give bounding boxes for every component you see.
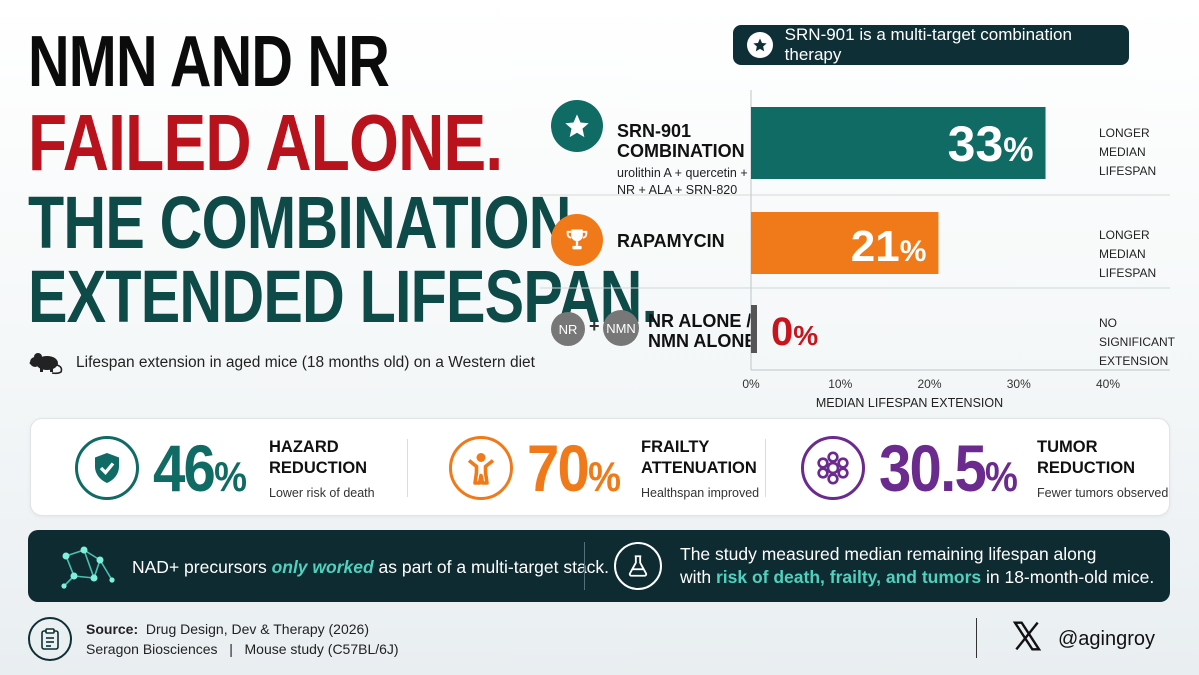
stat-tumor: 30.5% TUMOR REDUCTION Fewer tumors obser… [801, 419, 1168, 517]
callout-text: SRN-901 is a multi-target combination th… [784, 25, 1072, 64]
banner-right-text: The study measured median remaining life… [680, 543, 1154, 589]
stat-hazard-title: HAZARD REDUCTION [269, 437, 368, 477]
x-tick-label: 40% [1096, 377, 1120, 391]
divider [584, 542, 585, 590]
divider [765, 439, 766, 497]
star-icon [551, 100, 603, 152]
shield-check-icon [75, 436, 139, 500]
plus-sign: + [589, 316, 600, 336]
banner-right-line-1: The study measured median remaining life… [680, 544, 1097, 564]
nr-badge: NR [551, 312, 585, 346]
person-icon [449, 436, 513, 500]
callout-pill: SRN-901 is a multi-target combination th… [733, 25, 1129, 65]
row-note-nr-nmn: NO SIGNIFICANT EXTENSION [1099, 316, 1176, 368]
headline-line-2: FAILED ALONE. [28, 98, 503, 187]
x-tick-label: 0% [742, 377, 760, 391]
stat-frailty: 70% FRAILTY ATTENUATION Healthspan impro… [449, 419, 759, 517]
divider [976, 618, 977, 658]
subtitle-text: Lifespan extension in aged mice (18 mont… [76, 354, 535, 371]
separator: | [229, 641, 233, 657]
cells-icon [801, 436, 865, 500]
bar-3 [751, 305, 757, 353]
bar-1 [751, 107, 1046, 179]
x-logo-icon [1010, 620, 1044, 658]
row-label-nr-nmn: NR ALONE / NMN ALONE [648, 311, 757, 351]
x-tick-label: 10% [828, 377, 852, 391]
divider [407, 439, 408, 497]
summary-banner: NAD+ precursors only worked as part of a… [28, 530, 1170, 602]
row-label-rapamycin: RAPAMYCIN [617, 231, 725, 251]
flask-icon [614, 542, 662, 590]
org-text: Seragon Biosciences [86, 641, 218, 657]
row-detail-srn901: urolithin A + quercetin + NR + ALA + SRN… [617, 166, 748, 197]
row-note-rapamycin: LONGER MEDIAN LIFESPAN [1099, 228, 1157, 280]
footer-source: Source: Drug Design, Dev & Therapy (2026… [28, 616, 399, 662]
trophy-icon [551, 214, 603, 266]
stat-hazard: 46% HAZARD REDUCTION Lower risk of death [75, 419, 375, 517]
stat-frailty-title: FRAILTY ATTENUATION [641, 437, 757, 477]
star-icon [747, 32, 773, 58]
x-axis-title: MEDIAN LIFESPAN EXTENSION [816, 396, 1003, 410]
stat-hazard-sub: Lower risk of death [269, 485, 375, 500]
row-label-srn901: SRN-901 COMBINATION urolithin A + querce… [617, 101, 748, 219]
banner-right-line-2: with risk of death, frailty, and tumors … [680, 567, 1155, 587]
headline-line-3: THE COMBINATION [28, 181, 571, 264]
stat-hazard-value: 46% [153, 431, 247, 505]
x-tick-label: 20% [917, 377, 941, 391]
stat-tumor-value: 30.5% [879, 431, 1018, 505]
lifespan-bar-chart: 33% 21% 0% 0% 10% 20% 30% 40% MEDIAN LIFESPAN EX… [540, 90, 1170, 410]
bar-value-label-3: 0% [771, 310, 818, 354]
subtitle: Lifespan extension in aged mice (18 mont… [28, 348, 535, 378]
bar-value-label-2: 21% [851, 222, 927, 271]
clipboard-icon [28, 617, 72, 661]
stat-frailty-sub: Healthspan improved [641, 485, 760, 500]
headline-line-1: NMN AND NR [28, 22, 390, 102]
row-title-srn901: SRN-901 COMBINATION [617, 121, 745, 161]
stat-tumor-title: TUMOR REDUCTION [1037, 437, 1136, 477]
handle-text[interactable]: @agingroy [1058, 627, 1156, 650]
source-text: Drug Design, Dev & Therapy (2026) [145, 621, 369, 637]
x-tick-label: 30% [1007, 377, 1031, 391]
stat-frailty-value: 70% [527, 431, 621, 505]
nmn-badge: NMN [603, 310, 639, 346]
stat-tumor-sub: Fewer tumors observed [1037, 485, 1169, 500]
source-label: Source: [86, 621, 139, 637]
row-note-srn901: LONGER MEDIAN LIFESPAN [1099, 126, 1157, 178]
banner-left-text: NAD+ precursors only worked as part of a… [132, 557, 610, 577]
stats-card: 46% HAZARD REDUCTION Lower risk of death… [30, 418, 1170, 516]
bar-value-label-1: 33% [948, 116, 1034, 172]
study-text: Mouse study (C57BL/6J) [244, 641, 399, 657]
social-handle[interactable]: @agingroy [1010, 620, 1155, 658]
bar-2 [751, 212, 939, 274]
molecule-network-icon [56, 540, 118, 599]
mouse-icon [28, 347, 64, 380]
